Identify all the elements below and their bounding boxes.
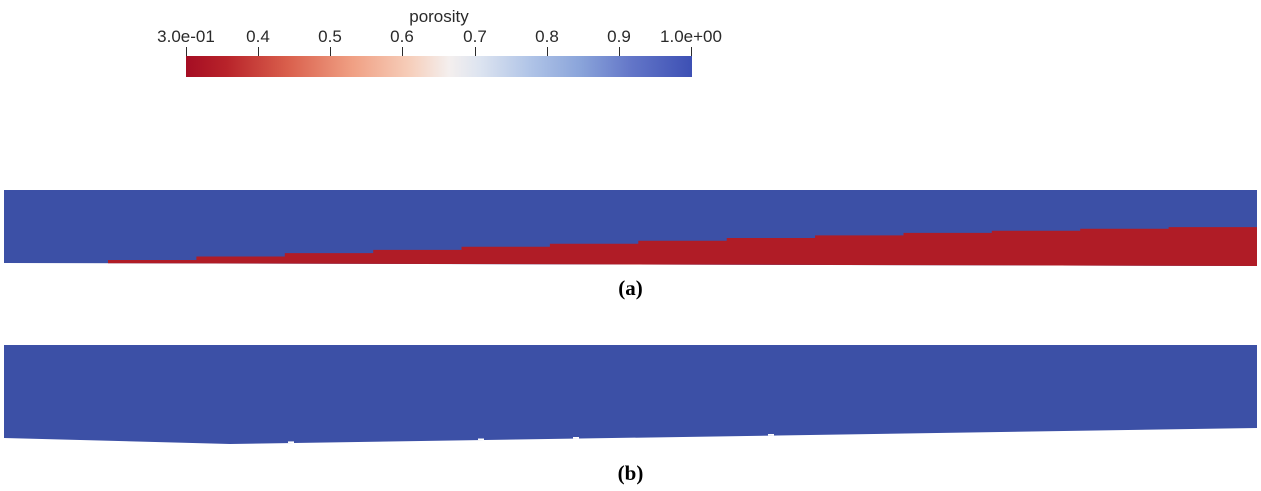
panel-a-porous-wedge <box>108 226 1257 266</box>
colorbar-tick-label: 3.0e-01 <box>157 27 215 46</box>
colorbar-tick <box>619 47 620 56</box>
colorbar-tick <box>402 47 403 56</box>
colorbar-tick-label: 0.9 <box>607 27 631 46</box>
mesh-artifact-speck <box>573 437 579 439</box>
colorbar-tick-label: 0.5 <box>318 27 342 46</box>
colorbar-gradient <box>186 56 692 77</box>
colorbar-tick <box>330 47 331 56</box>
colorbar-tick-label: 0.4 <box>246 27 270 46</box>
colorbar-tick <box>186 47 187 56</box>
mesh-artifact-speck <box>478 438 484 441</box>
panel-b-label: (b) <box>617 461 644 485</box>
colorbar-tick-label: 1.0e+00 <box>660 27 722 46</box>
colorbar-tick <box>547 47 548 56</box>
panel-a-label: (a) <box>618 276 643 300</box>
colorbar: porosity 3.0e-01 0.4 0.5 0.6 0.7 0.8 0.9… <box>0 0 1261 90</box>
colorbar-tick-label: 0.8 <box>535 27 559 46</box>
mesh-artifact-speck <box>288 441 294 443</box>
colorbar-tick-label: 0.7 <box>463 27 487 46</box>
colorbar-tick <box>475 47 476 56</box>
colorbar-tick <box>691 47 692 56</box>
panel-b-domain-region <box>4 345 1257 444</box>
mesh-artifact-speck <box>768 434 774 436</box>
colorbar-title: porosity <box>409 7 469 26</box>
panel-a <box>4 190 1257 266</box>
colorbar-tick-label: 0.6 <box>390 27 414 46</box>
panel-b <box>4 345 1257 444</box>
colorbar-tick <box>258 47 259 56</box>
